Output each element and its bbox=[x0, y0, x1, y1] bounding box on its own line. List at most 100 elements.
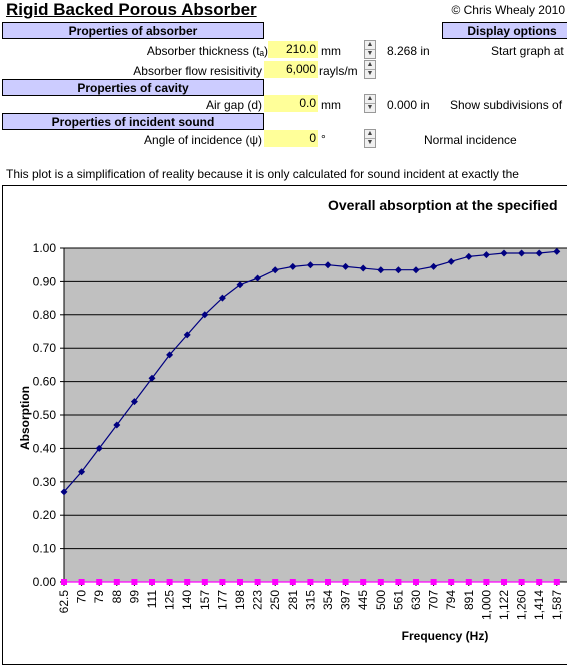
data-point-square bbox=[113, 579, 120, 585]
show-subdivisions-label: Show subdivisions of bbox=[450, 98, 563, 112]
angle-of-incidence-spinner[interactable]: ▲ ▼ bbox=[364, 129, 376, 148]
absorber-thickness-unit: mm bbox=[321, 44, 341, 58]
data-point-diamond bbox=[95, 444, 103, 452]
data-point-diamond bbox=[377, 266, 385, 274]
x-tick-label: 891 bbox=[462, 590, 476, 610]
air-gap-spinner[interactable]: ▲ ▼ bbox=[364, 94, 376, 113]
data-point-square bbox=[184, 579, 191, 585]
data-point-diamond bbox=[271, 266, 279, 274]
spinner-down-icon[interactable]: ▼ bbox=[365, 69, 375, 77]
data-point-diamond bbox=[130, 398, 138, 406]
spinner-up-icon[interactable]: ▲ bbox=[366, 61, 374, 68]
y-tick-label: 0.40 bbox=[33, 441, 57, 455]
angle-of-incidence-input[interactable]: 0 bbox=[264, 130, 318, 147]
angle-of-incidence-unit: ° bbox=[321, 132, 326, 146]
y-tick-label: 0.50 bbox=[33, 408, 57, 422]
data-point-diamond bbox=[535, 249, 543, 257]
absorber-thickness-input[interactable]: 210.0 bbox=[268, 41, 318, 58]
flow-resistivity-input[interactable]: 6,000 bbox=[264, 61, 318, 78]
data-point-diamond bbox=[342, 262, 350, 270]
x-tick-label: 1,122 bbox=[497, 590, 511, 620]
data-point-diamond bbox=[465, 252, 473, 260]
data-point-square bbox=[501, 579, 507, 585]
data-point-diamond bbox=[482, 251, 490, 259]
spinner-up-icon[interactable]: ▲ bbox=[366, 130, 374, 137]
data-point-diamond bbox=[359, 264, 367, 272]
data-point-square bbox=[553, 579, 560, 585]
data-point-square bbox=[149, 579, 155, 585]
data-point-diamond bbox=[201, 311, 209, 319]
y-tick-label: 1.00 bbox=[33, 241, 57, 255]
data-point-diamond bbox=[113, 421, 121, 429]
x-tick-label: 198 bbox=[233, 590, 247, 610]
spinner-up-icon[interactable]: ▲ bbox=[366, 95, 374, 102]
data-point-diamond bbox=[60, 488, 68, 496]
data-point-square bbox=[237, 579, 243, 585]
page-title: Rigid Backed Porous Absorber bbox=[6, 0, 257, 19]
y-tick-label: 0.90 bbox=[33, 274, 57, 288]
x-tick-label: 250 bbox=[268, 590, 282, 610]
absorber-thickness-inches: 8.268 in bbox=[387, 44, 430, 58]
x-tick-label: 630 bbox=[409, 590, 423, 610]
x-tick-label: 1,000 bbox=[479, 590, 493, 620]
x-tick-label: 157 bbox=[198, 590, 212, 610]
data-point-square bbox=[219, 579, 226, 585]
data-point-diamond bbox=[430, 262, 438, 270]
absorption-chart: Overall absorption at the specified 0.00… bbox=[18, 197, 567, 643]
absorber-thickness-label: Absorber thickness (tₐ) bbox=[146, 44, 268, 58]
section-cavity-header: Properties of cavity bbox=[2, 79, 264, 96]
x-tick-label: 88 bbox=[110, 590, 124, 604]
chart-y-axis-label: Absorption bbox=[18, 386, 32, 450]
data-point-square bbox=[342, 579, 349, 585]
x-tick-label: 99 bbox=[127, 590, 141, 604]
data-point-square bbox=[465, 579, 472, 585]
air-gap-inches: 0.000 in bbox=[387, 98, 430, 112]
x-tick-label: 111 bbox=[145, 590, 159, 609]
spinner-down-icon[interactable]: ▼ bbox=[365, 103, 375, 111]
x-tick-label: 1,587 bbox=[550, 590, 564, 620]
copyright-text: © Chris Whealy 2010 bbox=[451, 3, 565, 17]
y-tick-label: 0.70 bbox=[33, 341, 57, 355]
normal-incidence-note: Normal incidence bbox=[424, 133, 517, 147]
data-point-square bbox=[448, 579, 455, 585]
data-point-square bbox=[325, 579, 331, 585]
absorber-thickness-spinner[interactable]: ▲ ▼ bbox=[364, 40, 376, 59]
x-tick-label: 281 bbox=[286, 590, 300, 610]
data-point-square bbox=[272, 579, 279, 585]
simplification-note: This plot is a simplification of reality… bbox=[6, 167, 519, 181]
x-tick-label: 223 bbox=[251, 590, 265, 610]
section-absorber-header: Properties of absorber bbox=[2, 22, 264, 39]
data-point-square bbox=[96, 579, 103, 585]
data-point-diamond bbox=[78, 468, 86, 476]
data-point-diamond bbox=[394, 266, 402, 274]
x-tick-label: 354 bbox=[321, 590, 335, 610]
x-tick-label: 1,260 bbox=[515, 590, 529, 620]
y-tick-label: 0.80 bbox=[33, 308, 57, 322]
chart-frame: Overall absorption at the specified 0.00… bbox=[2, 185, 567, 665]
data-point-diamond bbox=[447, 257, 455, 265]
angle-of-incidence-label: Angle of incidence (ψ) bbox=[144, 133, 262, 147]
spinner-up-icon[interactable]: ▲ bbox=[366, 41, 374, 48]
flow-resistivity-spinner[interactable]: ▲ ▼ bbox=[364, 60, 376, 79]
data-point-square bbox=[307, 579, 314, 585]
chart-x-axis-label: Frequency (Hz) bbox=[402, 629, 489, 643]
x-tick-label: 70 bbox=[75, 590, 89, 604]
spinner-down-icon[interactable]: ▼ bbox=[365, 49, 375, 57]
air-gap-input[interactable]: 0.0 bbox=[264, 95, 318, 112]
spinner-down-icon[interactable]: ▼ bbox=[365, 138, 375, 146]
data-point-square bbox=[413, 579, 419, 585]
data-point-diamond bbox=[324, 261, 332, 269]
y-tick-label: 0.30 bbox=[33, 475, 57, 489]
x-tick-label: 1,414 bbox=[532, 590, 546, 620]
start-graph-label: Start graph at bbox=[491, 44, 564, 58]
y-tick-label: 0.60 bbox=[33, 375, 57, 389]
x-tick-label: 125 bbox=[163, 590, 177, 610]
data-point-diamond bbox=[236, 281, 244, 289]
data-point-square bbox=[78, 579, 85, 585]
data-point-square bbox=[254, 579, 261, 585]
section-display-header: Display options bbox=[442, 22, 567, 39]
x-tick-label: 445 bbox=[356, 590, 370, 610]
data-point-diamond bbox=[306, 261, 314, 269]
data-point-diamond bbox=[553, 247, 561, 255]
y-tick-label: 0.20 bbox=[33, 508, 57, 522]
